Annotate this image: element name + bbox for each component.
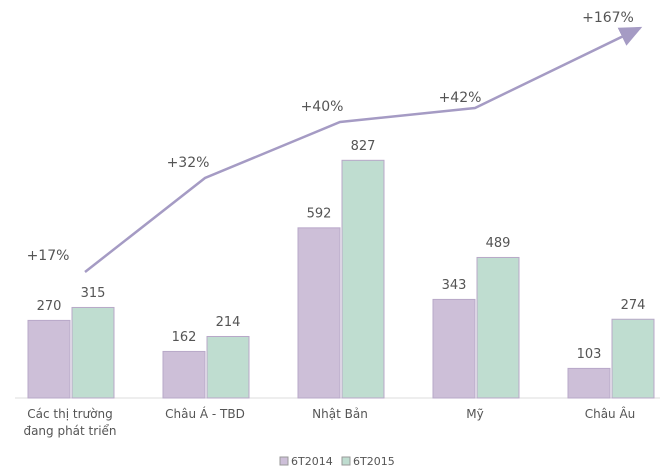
bar: [297, 227, 341, 399]
bar: [611, 318, 655, 399]
data-label: 214: [216, 315, 241, 330]
bar: [476, 256, 520, 399]
annotation: +167%: [582, 10, 634, 26]
legend-label: 6T2014: [291, 455, 333, 468]
data-label: 162: [172, 330, 197, 345]
data-label: 343: [442, 278, 467, 293]
annotation: +17%: [27, 248, 70, 264]
legend-swatch: [341, 456, 351, 466]
data-label: 270: [37, 299, 62, 314]
bar: [27, 319, 71, 399]
legend-label: 6T2015: [353, 455, 395, 468]
bar: [567, 367, 611, 399]
bar: [341, 159, 385, 399]
data-label: 103: [577, 347, 602, 362]
data-label: 827: [351, 139, 376, 154]
bar: [71, 306, 115, 399]
data-label: 274: [621, 298, 646, 313]
annotation: +42%: [439, 90, 482, 106]
x-tick-label: Châu Âu: [584, 407, 636, 421]
x-tick-label: Nhật Bản: [312, 407, 368, 421]
legend-swatch: [279, 456, 289, 466]
annotation: +32%: [167, 155, 210, 171]
bar: [432, 298, 476, 399]
data-label: 592: [307, 206, 332, 221]
bar: [206, 335, 250, 399]
x-tick-label: Mỹ: [466, 407, 484, 421]
data-label: 315: [81, 286, 106, 301]
data-label: 489: [486, 236, 511, 251]
annotation: +40%: [301, 99, 344, 115]
x-tick-label: Các thị trường đang phát triển: [23, 407, 117, 438]
x-tick-label: Châu Á - TBD: [165, 407, 245, 421]
trend-arrow: [84, 26, 643, 273]
bar: [162, 350, 206, 399]
